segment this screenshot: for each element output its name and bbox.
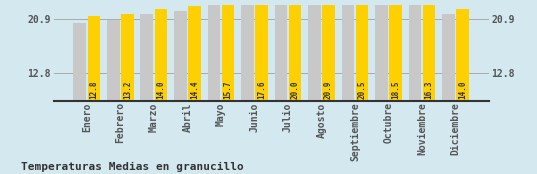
Text: Temperaturas Medias en granucillo: Temperaturas Medias en granucillo (21, 162, 244, 172)
Bar (375, 0, 388, 101)
Text: 20.5: 20.5 (358, 80, 366, 99)
Text: 13.2: 13.2 (123, 80, 132, 99)
Bar (456, 9, 469, 101)
Bar (355, 0, 368, 101)
Bar (342, 0, 354, 101)
Bar (308, 0, 321, 101)
Bar (241, 0, 254, 101)
Bar (155, 9, 168, 101)
Bar (174, 11, 187, 101)
Bar (442, 14, 455, 101)
Bar (255, 0, 268, 101)
Text: 16.3: 16.3 (425, 80, 433, 99)
Bar (274, 0, 287, 101)
Text: 20.0: 20.0 (291, 80, 300, 99)
Text: 20.9: 20.9 (324, 80, 333, 99)
Text: 14.0: 14.0 (156, 80, 165, 99)
Bar (288, 0, 301, 101)
Bar (389, 0, 402, 101)
Bar (141, 14, 153, 101)
Text: 14.0: 14.0 (458, 80, 467, 99)
Bar (207, 3, 220, 101)
Bar (409, 1, 422, 101)
Bar (88, 16, 100, 101)
Text: 12.8: 12.8 (90, 80, 98, 99)
Bar (322, 0, 335, 101)
Text: 14.4: 14.4 (190, 80, 199, 99)
Bar (121, 14, 134, 101)
Text: 15.7: 15.7 (223, 80, 233, 99)
Bar (188, 6, 201, 101)
Bar (423, 0, 436, 101)
Text: 18.5: 18.5 (391, 80, 400, 99)
Bar (222, 0, 234, 101)
Bar (74, 23, 86, 101)
Text: 17.6: 17.6 (257, 80, 266, 99)
Bar (107, 20, 120, 101)
